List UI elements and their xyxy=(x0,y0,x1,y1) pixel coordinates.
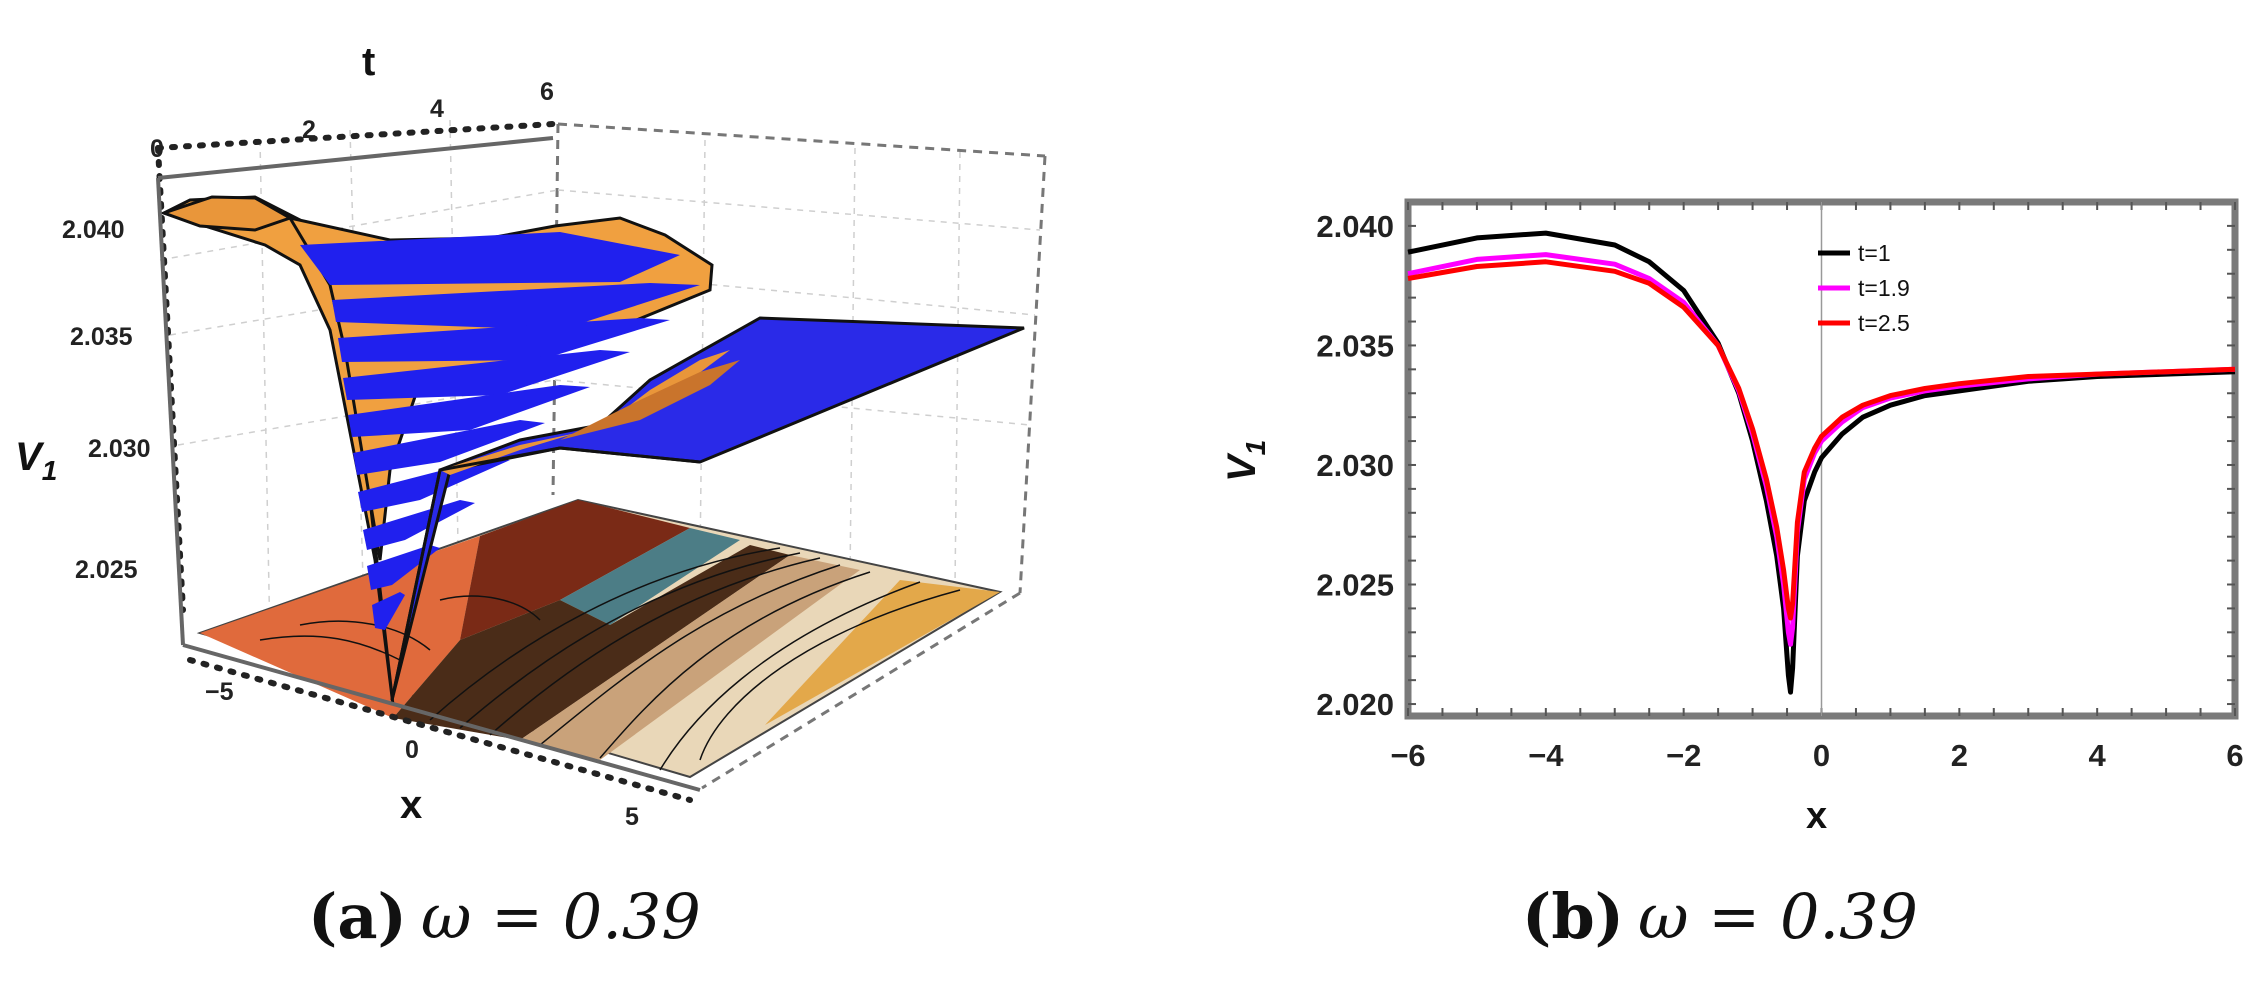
x-tick-labels: −6 −4 −2 0 2 4 6 xyxy=(1390,738,2243,773)
floor-region-tan xyxy=(520,555,860,760)
v-axis-label-main: V xyxy=(15,435,45,479)
y-axis-label-sub: 1 xyxy=(1240,440,1271,456)
v-axis-label: V1 xyxy=(15,435,57,486)
x-tick-label: 0 xyxy=(1813,738,1830,773)
y-axis-label: V1 xyxy=(1220,440,1271,482)
y-tick-label: 2.030 xyxy=(1316,448,1394,483)
x-axis-label: x xyxy=(1806,795,1827,837)
surface-right-wing-orange xyxy=(440,350,730,475)
floor-region-orange xyxy=(200,536,480,718)
legend: t=1 t=1.9 t=2.5 xyxy=(1818,240,1910,336)
floor-region-brown xyxy=(393,545,790,740)
series-group xyxy=(1407,230,2236,695)
legend-label-t19: t=1.9 xyxy=(1858,275,1910,301)
surface-stripes xyxy=(300,232,700,630)
caption-b-text: ω = 0.39 xyxy=(1638,880,1918,953)
panel-b-line-chart: −6 −4 −2 0 2 4 6 2.020 2.025 2.030 2.035 2.040 t=1… xyxy=(1220,198,2244,953)
surface-right-wing-orange2 xyxy=(560,360,740,440)
surface-edge-outline xyxy=(390,446,701,701)
t-axis-label: t xyxy=(362,40,375,84)
t-tick-label: 0 xyxy=(150,135,164,163)
y-tick-label: 2.025 xyxy=(1316,568,1394,603)
x-tick-label: −2 xyxy=(1666,738,1701,773)
v-tick-label: 2.040 xyxy=(62,216,125,244)
contour-floor xyxy=(196,498,1003,779)
floor-contour-lines xyxy=(259,547,961,771)
caption-b-letter: (b) xyxy=(1522,880,1624,953)
series-line-t-2-5 xyxy=(1407,259,2236,621)
x-tick-label: 0 xyxy=(405,736,419,764)
t-tick-label: 2 xyxy=(302,116,316,144)
box-front-solid xyxy=(156,136,701,792)
legend-label-t25: t=2.5 xyxy=(1858,310,1910,336)
t-tick-label: 4 xyxy=(430,95,444,123)
x-tick-label: −4 xyxy=(1528,738,1564,773)
surface xyxy=(159,195,1025,706)
x-tick-label: −6 xyxy=(1390,738,1425,773)
x-tick-label: 2 xyxy=(1951,738,1968,773)
x-tick-label: 6 xyxy=(2226,738,2243,773)
box-front-edges xyxy=(155,121,693,803)
y-tick-label: 2.040 xyxy=(1316,209,1394,244)
legend-label-t1: t=1 xyxy=(1858,240,1891,266)
x-axis-label-3d: x xyxy=(400,783,422,827)
caption-a: (a) ω = 0.39 xyxy=(308,880,701,953)
x-ticks-3d: −5 0 5 xyxy=(205,678,639,831)
v-axis-label-sub: 1 xyxy=(42,455,58,486)
series-line-t-1 xyxy=(1407,230,2236,695)
v-tick-label: 2.030 xyxy=(88,435,151,463)
floor-region-gold xyxy=(765,580,1000,725)
y-axis-label-main: V xyxy=(1220,452,1264,482)
v-ticks: 2.040 2.035 2.030 2.025 xyxy=(62,216,151,584)
x-tick-label: −5 xyxy=(205,678,234,706)
caption-a-text: ω = 0.39 xyxy=(421,880,701,953)
x-tick-label: 5 xyxy=(625,803,639,831)
y-tick-label: 2.035 xyxy=(1316,328,1394,363)
panel-a-3d-surface: 2.040 2.035 2.030 2.025 V1 0 2 4 6 t −5 … xyxy=(15,40,1047,953)
v-tick-label: 2.025 xyxy=(75,556,138,584)
t-ticks: 0 2 4 6 xyxy=(150,78,554,163)
caption-a-letter: (a) xyxy=(308,880,407,953)
y-tick-labels: 2.020 2.025 2.030 2.035 2.040 xyxy=(1316,209,1394,722)
floor-region-teal xyxy=(560,528,740,625)
v-tick-label: 2.035 xyxy=(70,323,133,351)
t-tick-label: 6 xyxy=(540,78,554,106)
caption-b: (b) ω = 0.39 xyxy=(1522,880,1918,953)
x-tick-label: 4 xyxy=(2089,738,2107,773)
y-tick-label: 2.020 xyxy=(1316,687,1394,722)
